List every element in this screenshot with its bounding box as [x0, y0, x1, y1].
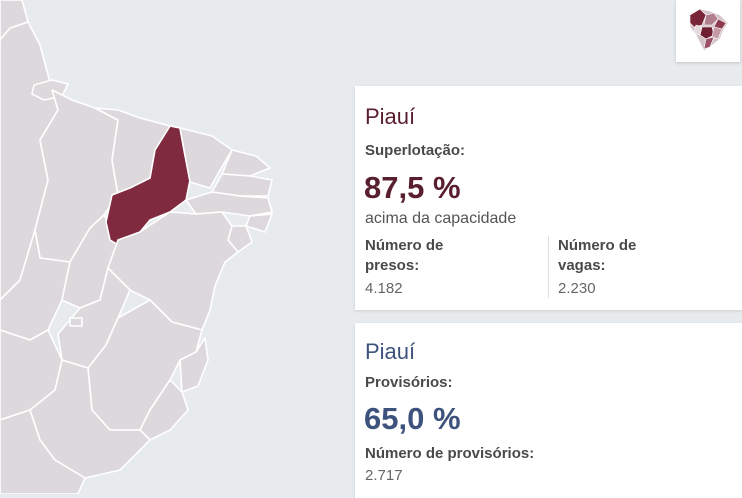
state-espirito-santo[interactable]	[179, 337, 209, 393]
brazil-map-icon	[689, 8, 729, 52]
superlotacao-card: Piauí Superlotação: 87,5 % acima da capa…	[355, 86, 742, 310]
state-rio-grande-do-norte[interactable]	[221, 149, 271, 177]
state-title: Piauí	[365, 339, 416, 364]
provisorios-count-label: Número de provisórios:	[365, 445, 535, 462]
state-rio-de-janeiro[interactable]	[139, 379, 189, 441]
provisorios-label: Provisórios:	[365, 374, 453, 391]
stat-divider	[548, 236, 549, 298]
state-distrito-federal[interactable]	[69, 317, 83, 327]
state-bahia[interactable]	[107, 211, 239, 331]
state-title: Piauí	[365, 104, 416, 129]
presos-stat: Número de presos: 4.182	[365, 236, 475, 297]
superlotacao-percent: 87,5 %	[364, 170, 461, 205]
superlotacao-description: acima da capacidade	[365, 210, 517, 227]
state-ceara[interactable]	[179, 127, 233, 189]
vagas-value: 2.230	[558, 280, 596, 297]
provisorios-percent: 65,0 %	[364, 401, 461, 436]
vagas-stat: Número de vagas: 2.230	[558, 236, 668, 297]
provisorios-count-value: 2.717	[365, 467, 403, 484]
vagas-label: Número de vagas:	[558, 237, 637, 274]
provisorios-card: Piauí Provisórios: 65,0 % Número de prov…	[355, 323, 742, 498]
presos-label: Número de presos:	[365, 237, 444, 274]
state-alagoas[interactable]	[245, 213, 273, 233]
state-parana[interactable]	[0, 409, 86, 494]
presos-value: 4.182	[365, 280, 403, 297]
state-amapa[interactable]	[0, 0, 29, 41]
superlotacao-label: Superlotação:	[365, 142, 466, 159]
mini-map-button[interactable]	[676, 0, 740, 62]
